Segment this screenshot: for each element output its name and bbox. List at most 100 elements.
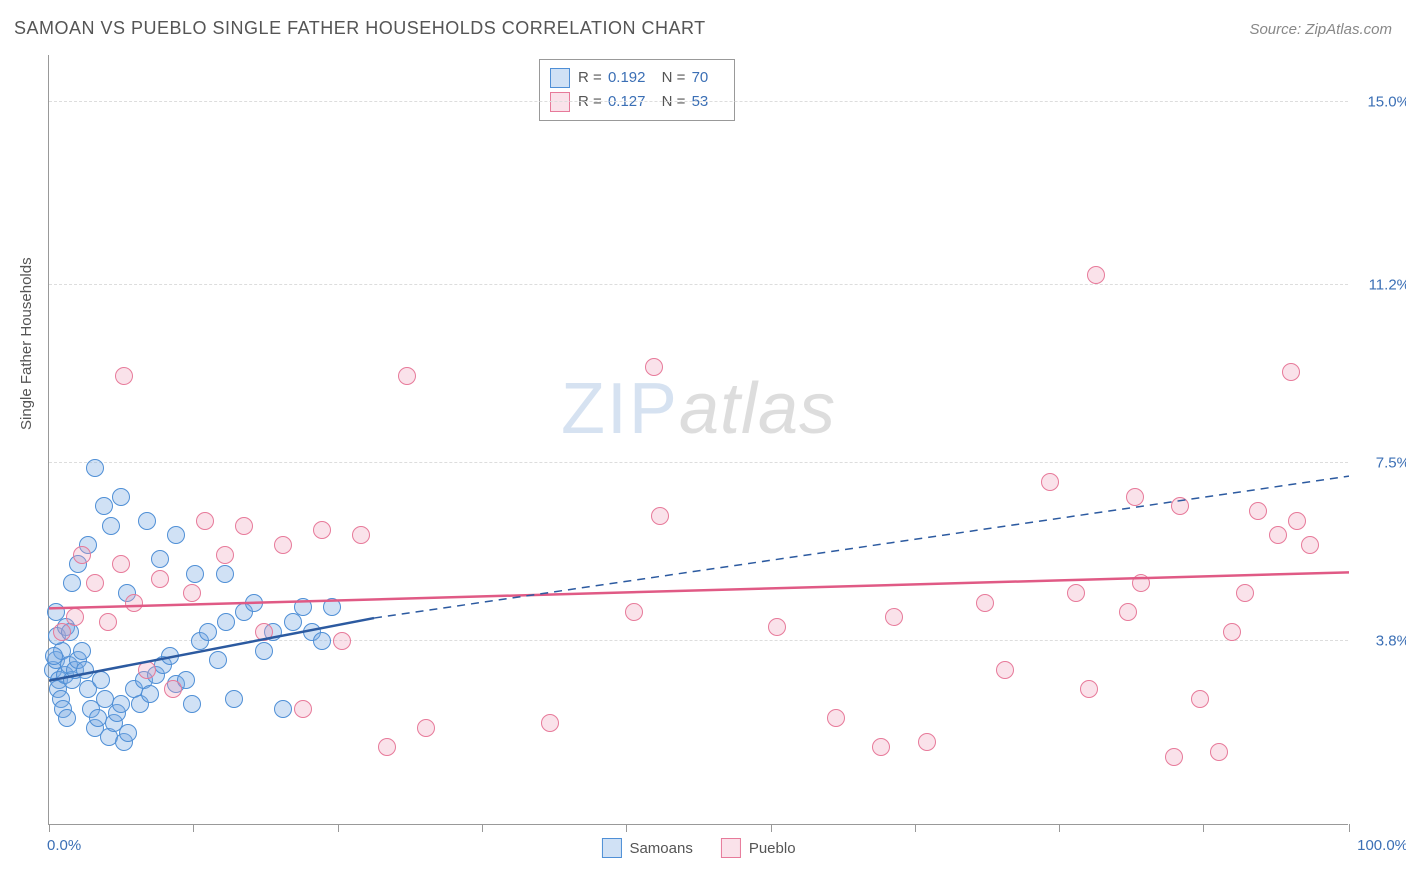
- scatter-point: [1080, 680, 1098, 698]
- scatter-point: [183, 695, 201, 713]
- scatter-point: [112, 555, 130, 573]
- scatter-point: [47, 603, 65, 621]
- scatter-point: [1126, 488, 1144, 506]
- scatter-point: [216, 546, 234, 564]
- x-tick-label-max: 100.0%: [1357, 837, 1406, 854]
- scatter-point: [1282, 363, 1300, 381]
- scatter-point: [63, 574, 81, 592]
- scatter-point: [115, 367, 133, 385]
- scatter-point: [66, 608, 84, 626]
- watermark: ZIPatlas: [561, 368, 836, 450]
- scatter-point: [183, 584, 201, 602]
- scatter-point: [141, 685, 159, 703]
- scatter-point: [885, 608, 903, 626]
- scatter-point: [161, 647, 179, 665]
- scatter-point: [73, 642, 91, 660]
- watermark-part1: ZIP: [561, 369, 679, 449]
- scatter-point: [1301, 536, 1319, 554]
- scatter-point: [216, 565, 234, 583]
- scatter-point: [255, 623, 273, 641]
- scatter-point: [996, 661, 1014, 679]
- scatter-point: [164, 680, 182, 698]
- legend-entry-0: Samoans: [601, 838, 692, 858]
- scatter-point: [112, 488, 130, 506]
- y-tick-label: 7.5%: [1352, 455, 1406, 472]
- legend-swatch-samoans: [601, 838, 621, 858]
- scatter-point: [151, 550, 169, 568]
- scatter-point: [1223, 623, 1241, 641]
- n-value-0: 70: [692, 69, 709, 86]
- scatter-point: [1067, 584, 1085, 602]
- scatter-point: [274, 700, 292, 718]
- legend-entry-1: Pueblo: [721, 838, 796, 858]
- scatter-point: [151, 570, 169, 588]
- scatter-point: [323, 598, 341, 616]
- scatter-point: [1288, 512, 1306, 530]
- x-tick: [482, 824, 483, 832]
- watermark-part2: atlas: [679, 369, 836, 449]
- scatter-point: [209, 651, 227, 669]
- scatter-point: [313, 521, 331, 539]
- scatter-point: [1041, 473, 1059, 491]
- y-axis-label: Single Father Households: [18, 257, 35, 430]
- scatter-point: [102, 517, 120, 535]
- stats-box: R = 0.192 N = 70 R = 0.127 N = 53: [539, 59, 735, 121]
- legend-label-0: Samoans: [629, 840, 692, 857]
- scatter-point: [768, 618, 786, 636]
- scatter-point: [255, 642, 273, 660]
- scatter-point: [1191, 690, 1209, 708]
- scatter-point: [1249, 502, 1267, 520]
- legend-swatch-pueblo: [721, 838, 741, 858]
- scatter-point: [274, 536, 292, 554]
- scatter-point: [119, 724, 137, 742]
- gridline: [49, 640, 1348, 641]
- scatter-point: [167, 526, 185, 544]
- scatter-point: [112, 695, 130, 713]
- scatter-point: [872, 738, 890, 756]
- scatter-point: [1171, 497, 1189, 515]
- scatter-point: [1087, 266, 1105, 284]
- scatter-point: [138, 512, 156, 530]
- scatter-point: [541, 714, 559, 732]
- scatter-point: [95, 497, 113, 515]
- plot-area: ZIPatlas R = 0.192 N = 70 R = 0.127 N = …: [48, 55, 1348, 825]
- scatter-point: [651, 507, 669, 525]
- gridline: [49, 462, 1348, 463]
- scatter-point: [92, 671, 110, 689]
- scatter-point: [196, 512, 214, 530]
- scatter-point: [1132, 574, 1150, 592]
- scatter-point: [125, 594, 143, 612]
- scatter-point: [378, 738, 396, 756]
- gridline: [49, 284, 1348, 285]
- n-label-0: N =: [662, 69, 686, 86]
- scatter-point: [86, 574, 104, 592]
- scatter-point: [827, 709, 845, 727]
- trend-lines: [49, 55, 1349, 825]
- x-tick: [49, 824, 50, 832]
- scatter-point: [976, 594, 994, 612]
- scatter-point: [99, 613, 117, 631]
- x-tick: [338, 824, 339, 832]
- scatter-point: [58, 709, 76, 727]
- scatter-point: [225, 690, 243, 708]
- scatter-point: [1236, 584, 1254, 602]
- scatter-point: [398, 367, 416, 385]
- scatter-point: [918, 733, 936, 751]
- scatter-point: [333, 632, 351, 650]
- y-tick-label: 3.8%: [1352, 633, 1406, 650]
- x-tick: [1349, 824, 1350, 832]
- source-label: Source: ZipAtlas.com: [1249, 21, 1392, 38]
- bottom-legend: Samoans Pueblo: [601, 838, 795, 858]
- trend-line: [374, 476, 1349, 618]
- scatter-point: [53, 623, 71, 641]
- x-tick: [193, 824, 194, 832]
- scatter-point: [625, 603, 643, 621]
- scatter-point: [1119, 603, 1137, 621]
- scatter-point: [294, 700, 312, 718]
- x-tick: [626, 824, 627, 832]
- scatter-point: [217, 613, 235, 631]
- x-tick: [1203, 824, 1204, 832]
- scatter-point: [417, 719, 435, 737]
- scatter-point: [645, 358, 663, 376]
- chart-title: SAMOAN VS PUEBLO SINGLE FATHER HOUSEHOLD…: [14, 18, 706, 39]
